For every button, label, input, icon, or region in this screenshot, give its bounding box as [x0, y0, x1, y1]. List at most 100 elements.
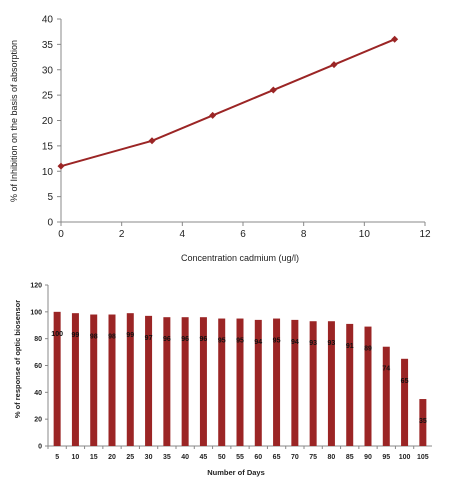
x-tick-label: 2: [119, 229, 125, 240]
x-tick-label: 80: [328, 454, 336, 461]
bar: [181, 317, 189, 446]
y-tick-label: 35: [42, 40, 54, 51]
bar-data-label: 91: [346, 343, 354, 350]
bar: [327, 321, 335, 446]
x-tick-label: 65: [273, 454, 281, 461]
data-point-marker: [330, 61, 338, 69]
y-tick-label: 0: [47, 218, 53, 229]
y-tick-label: 10: [42, 167, 54, 178]
bar: [254, 319, 262, 446]
bar-data-label: 99: [72, 332, 80, 339]
x-tick-label: 12: [419, 229, 431, 240]
bar-chart-x-ticks: 5 10 15 20 25 30 35 40 45 50 55 60 65 70 75 80 85 90 95 100…: [47, 446, 429, 461]
bar-data-label: 93: [328, 340, 336, 347]
bar: [273, 318, 281, 446]
bar-data-label: 89: [364, 346, 372, 353]
line-chart-x-axis-label: Concentration cadmium (ug/l): [181, 253, 299, 263]
bar-data-label: 100: [51, 331, 63, 338]
y-tick-label: 120: [30, 283, 42, 290]
bar: [199, 317, 207, 446]
line-chart-series: [57, 35, 399, 170]
bar-data-label: 96: [200, 336, 208, 343]
x-tick-label: 70: [291, 454, 299, 461]
data-point-marker: [391, 35, 399, 43]
bar: [126, 313, 134, 446]
x-tick-label: 100: [399, 454, 411, 461]
bar: [145, 315, 153, 446]
x-tick-label: 25: [126, 454, 134, 461]
bar: [71, 313, 79, 446]
line-chart-y-ticks: 0 5 10 15 20 25 30 35 40: [42, 15, 61, 229]
x-tick-label: 0: [58, 229, 64, 240]
bar-data-label: 74: [382, 366, 390, 373]
bar: [309, 321, 317, 446]
x-tick-label: 85: [346, 454, 354, 461]
data-point-marker: [57, 162, 65, 170]
bar-data-label: 94: [291, 339, 299, 346]
x-tick-label: 40: [181, 454, 189, 461]
bar-data-label: 93: [309, 340, 317, 347]
bar: [346, 323, 354, 446]
x-tick-label: 10: [72, 454, 80, 461]
bar: [291, 319, 299, 446]
bar-chart-bars: [53, 311, 427, 446]
x-tick-label: 90: [364, 454, 372, 461]
bar-data-label: 94: [254, 339, 262, 346]
x-tick-label: 55: [236, 454, 244, 461]
x-tick-label: 8: [301, 229, 307, 240]
bar: [401, 358, 409, 446]
x-tick-label: 20: [108, 454, 116, 461]
y-tick-label: 40: [34, 390, 42, 397]
bar-chart-data-labels: 100 99 98 98 99 97 96 96 96 95 95 94 95 94 93 93 91 89 74 6…: [51, 331, 427, 425]
y-tick-label: 60: [34, 363, 42, 370]
y-tick-label: 30: [42, 65, 54, 76]
line-chart-y-axis-label: % of Inhibition on the basis of absorpti…: [9, 40, 19, 202]
y-tick-label: 0: [38, 444, 42, 451]
y-tick-label: 5: [47, 192, 53, 203]
bar-data-label: 98: [90, 334, 98, 341]
bar: [218, 318, 226, 446]
data-point-marker: [209, 111, 217, 119]
x-tick-label: 15: [90, 454, 98, 461]
series-line: [60, 38, 396, 168]
bar-data-label: 95: [273, 338, 281, 345]
x-tick-label: 35: [163, 454, 171, 461]
x-tick-label: 95: [382, 454, 390, 461]
data-point-marker: [269, 86, 277, 94]
bar-data-label: 35: [419, 418, 427, 425]
y-tick-label: 20: [34, 417, 42, 424]
bar: [364, 326, 372, 446]
bar-data-label: 95: [236, 338, 244, 345]
bar-chart-x-axis-label: Number of Days: [207, 468, 265, 477]
bar-data-label: 65: [401, 378, 409, 385]
bar: [163, 317, 171, 446]
bar-data-label: 99: [126, 332, 134, 339]
x-tick-label: 4: [180, 229, 186, 240]
bar: [53, 311, 61, 446]
x-tick-label: 75: [309, 454, 317, 461]
bar: [382, 346, 390, 446]
bar-data-label: 97: [145, 335, 153, 342]
y-tick-label: 40: [42, 15, 54, 26]
x-tick-label: 30: [145, 454, 153, 461]
data-point-marker: [148, 137, 156, 145]
bar-chart-y-axis-label: % of response of optic biosensor: [13, 300, 22, 418]
bar-data-label: 98: [108, 334, 116, 341]
bar: [236, 318, 244, 446]
line-chart-x-ticks: 0 2 4 6 8 10 12: [58, 222, 431, 240]
bar: [419, 399, 427, 446]
x-tick-label: 60: [254, 454, 262, 461]
bar: [90, 314, 98, 446]
y-tick-label: 15: [42, 141, 54, 152]
bar-chart-y-ticks: 0 20 40 60 80 100 120: [30, 283, 48, 451]
x-tick-label: 10: [359, 229, 371, 240]
y-tick-label: 100: [30, 309, 42, 316]
y-tick-label: 25: [42, 91, 54, 102]
x-tick-label: 5: [55, 454, 59, 461]
bar-data-label: 96: [181, 336, 189, 343]
x-tick-label: 6: [240, 229, 246, 240]
bar: [108, 314, 116, 446]
y-tick-label: 20: [42, 116, 54, 127]
x-tick-label: 105: [417, 454, 429, 461]
